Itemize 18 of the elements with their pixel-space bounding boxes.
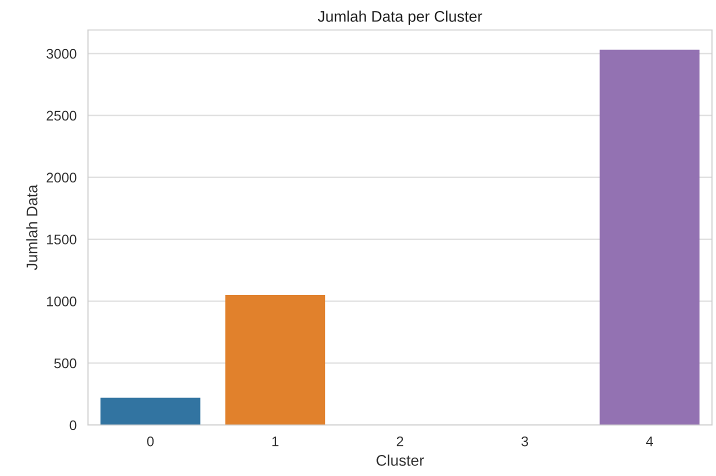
x-tick-label: 0 <box>147 436 154 446</box>
y-tick-label: 2000 <box>46 172 76 183</box>
x-axis-title: Cluster <box>376 454 424 466</box>
y-tick-label: 3000 <box>46 48 76 59</box>
bar <box>600 50 700 425</box>
y-tick-label: 2500 <box>46 110 76 121</box>
bar <box>225 294 326 425</box>
x-tick-label: 4 <box>646 436 654 446</box>
chart-title: Jumlah Data per Cluster <box>318 10 482 25</box>
y-axis-title: Jumlah Data <box>26 184 38 270</box>
y-tick-label: 0 <box>70 420 76 430</box>
y-tick-label: 500 <box>54 358 76 368</box>
y-tick-label: 1000 <box>47 296 76 306</box>
x-tick-label: 1 <box>272 436 278 446</box>
y-tick-label: 1500 <box>47 234 76 244</box>
bar <box>100 398 200 425</box>
x-tick-label: 3 <box>521 436 528 446</box>
x-tick-label: 2 <box>396 436 404 446</box>
